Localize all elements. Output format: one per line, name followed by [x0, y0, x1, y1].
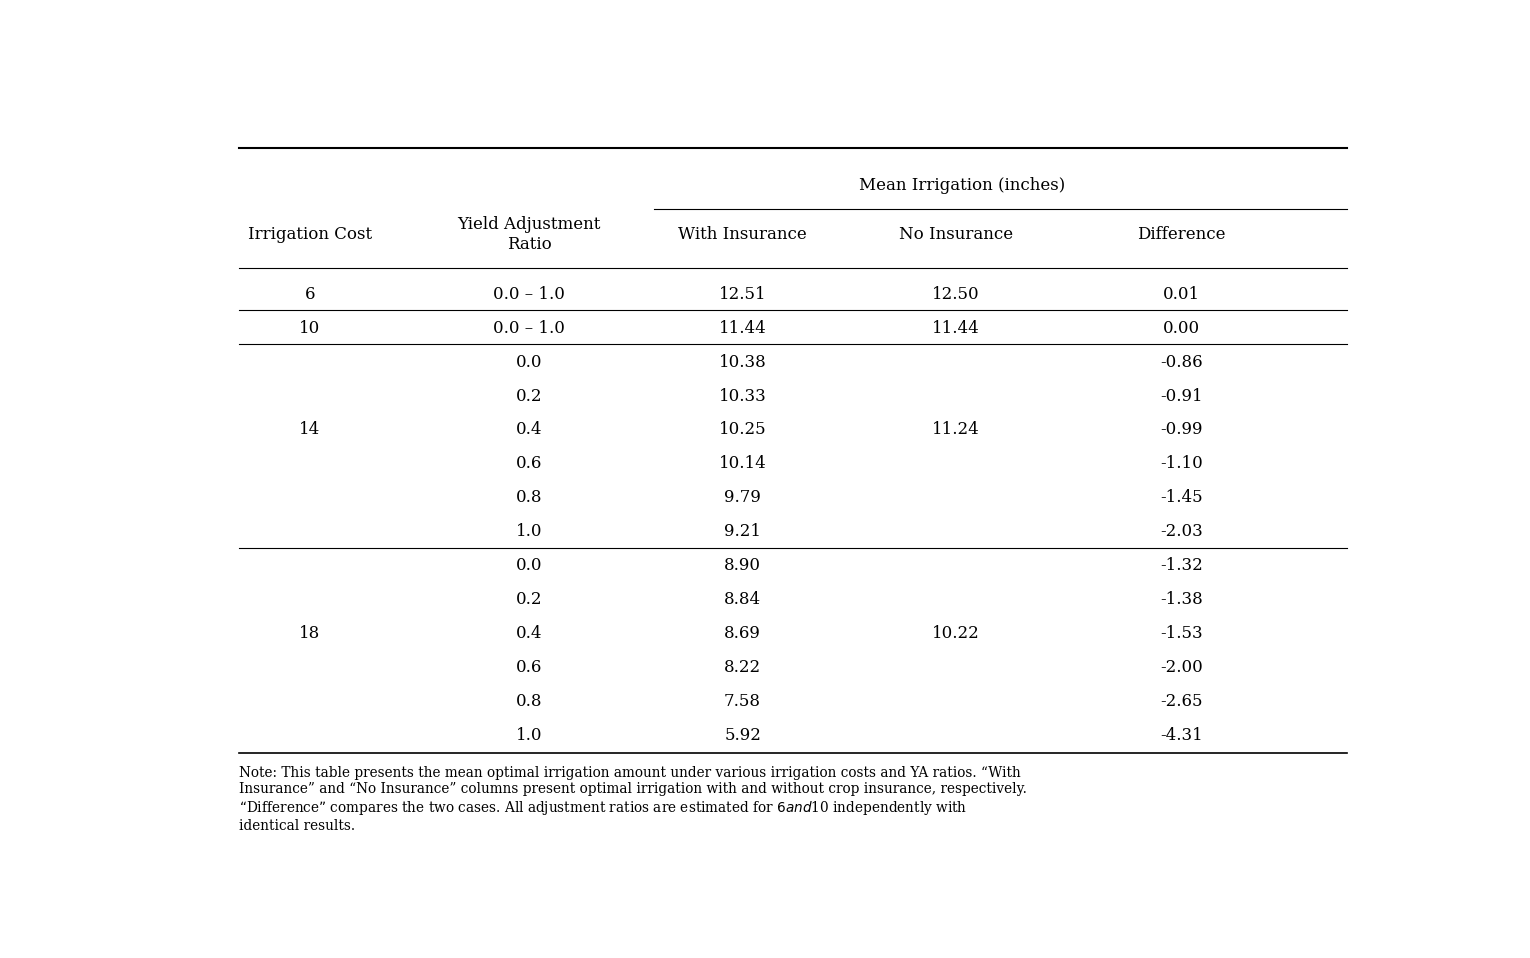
- Text: 14: 14: [300, 422, 320, 439]
- Text: 0.2: 0.2: [516, 387, 543, 404]
- Text: 0.6: 0.6: [516, 659, 542, 676]
- Text: 1.0: 1.0: [516, 523, 543, 540]
- Text: 0.0 – 1.0: 0.0 – 1.0: [493, 320, 565, 336]
- Text: Yield Adjustment
Ratio: Yield Adjustment Ratio: [457, 217, 601, 253]
- Text: -2.00: -2.00: [1160, 659, 1203, 676]
- Text: 0.4: 0.4: [516, 422, 543, 439]
- Text: -0.99: -0.99: [1160, 422, 1203, 439]
- Text: 8.69: 8.69: [724, 625, 760, 642]
- Text: 0.0: 0.0: [516, 354, 543, 371]
- Text: 11.44: 11.44: [932, 320, 979, 336]
- Text: -2.03: -2.03: [1160, 523, 1203, 540]
- Text: 0.8: 0.8: [516, 693, 543, 710]
- Text: 1.0: 1.0: [516, 727, 543, 743]
- Text: Irrigation Cost: Irrigation Cost: [248, 226, 372, 243]
- Text: 0.2: 0.2: [516, 591, 543, 608]
- Text: 12.51: 12.51: [719, 285, 767, 303]
- Text: -1.38: -1.38: [1160, 591, 1203, 608]
- Text: 7.58: 7.58: [724, 693, 760, 710]
- Text: 0.6: 0.6: [516, 455, 542, 472]
- Text: 9.79: 9.79: [724, 490, 760, 507]
- Text: -0.86: -0.86: [1160, 354, 1203, 371]
- Text: With Insurance: With Insurance: [678, 226, 806, 243]
- Text: -1.53: -1.53: [1160, 625, 1203, 642]
- Text: 0.00: 0.00: [1163, 320, 1200, 336]
- Text: Note: This table presents the mean optimal irrigation amount under various irrig: Note: This table presents the mean optim…: [239, 766, 1027, 833]
- Text: -1.10: -1.10: [1160, 455, 1203, 472]
- Text: 10.14: 10.14: [719, 455, 767, 472]
- Text: 10.22: 10.22: [932, 625, 979, 642]
- Text: 6: 6: [304, 285, 315, 303]
- Text: -4.31: -4.31: [1160, 727, 1203, 743]
- Text: 10.25: 10.25: [719, 422, 767, 439]
- Text: 12.50: 12.50: [932, 285, 979, 303]
- Text: No Insurance: No Insurance: [900, 226, 1013, 243]
- Text: -2.65: -2.65: [1160, 693, 1203, 710]
- Text: 0.0 – 1.0: 0.0 – 1.0: [493, 285, 565, 303]
- Text: -1.45: -1.45: [1160, 490, 1203, 507]
- Text: 0.8: 0.8: [516, 490, 543, 507]
- Text: 5.92: 5.92: [724, 727, 760, 743]
- Text: 10.38: 10.38: [719, 354, 767, 371]
- Text: 8.22: 8.22: [724, 659, 762, 676]
- Text: Mean Irrigation (inches): Mean Irrigation (inches): [858, 176, 1065, 194]
- Text: 10: 10: [300, 320, 320, 336]
- Text: 0.01: 0.01: [1163, 285, 1200, 303]
- Text: 18: 18: [300, 625, 320, 642]
- Text: 0.4: 0.4: [516, 625, 543, 642]
- Text: -0.91: -0.91: [1160, 387, 1203, 404]
- Text: 11.24: 11.24: [932, 422, 979, 439]
- Text: 10.33: 10.33: [719, 387, 767, 404]
- Text: -1.32: -1.32: [1160, 558, 1203, 574]
- Text: 9.21: 9.21: [724, 523, 760, 540]
- Text: 8.90: 8.90: [724, 558, 760, 574]
- Text: Difference: Difference: [1137, 226, 1226, 243]
- Text: 8.84: 8.84: [724, 591, 762, 608]
- Text: 0.0: 0.0: [516, 558, 543, 574]
- Text: 11.44: 11.44: [719, 320, 767, 336]
